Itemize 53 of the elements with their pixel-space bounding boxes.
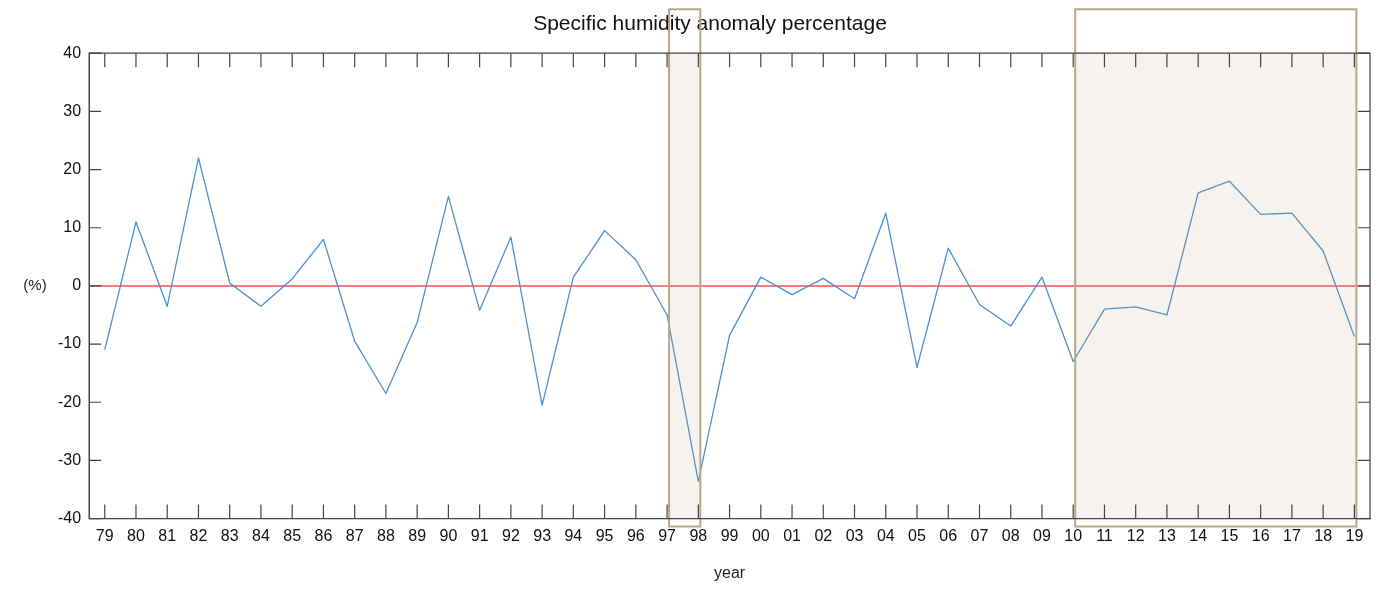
- x-tick-label: 08: [1001, 526, 1020, 544]
- x-tick-label: 06: [939, 526, 958, 544]
- x-tick-label: 94: [564, 526, 583, 544]
- x-tick-label: 19: [1345, 526, 1364, 544]
- x-tick-label: 98: [689, 526, 708, 544]
- x-tick-label: 09: [1033, 526, 1051, 544]
- y-tick-label: 20: [63, 159, 82, 177]
- x-tick-label: 07: [970, 526, 989, 544]
- x-tick-label: 85: [283, 526, 302, 544]
- x-tick-label: 16: [1251, 526, 1270, 544]
- x-tick-label: 91: [470, 526, 489, 544]
- x-tick-label: 90: [439, 526, 458, 544]
- x-tick-label: 17: [1283, 526, 1301, 544]
- x-tick-label: 96: [626, 526, 645, 544]
- x-tick-label: 89: [408, 526, 427, 544]
- y-tick-label: -20: [58, 392, 82, 410]
- x-tick-label: 95: [595, 526, 614, 544]
- y-tick-label: -40: [58, 509, 82, 527]
- y-tick-label: -30: [58, 450, 82, 468]
- x-axis-title: year: [714, 563, 746, 581]
- x-tick-label: 05: [908, 526, 927, 544]
- y-tick-label: 30: [63, 101, 82, 119]
- x-tick-label: 80: [127, 526, 145, 544]
- x-tick-label: 15: [1220, 526, 1239, 544]
- x-tick-label: 82: [189, 526, 208, 544]
- x-tick-label: 83: [220, 526, 239, 544]
- x-tick-label: 13: [1158, 526, 1176, 544]
- x-tick-label: 12: [1126, 526, 1145, 544]
- x-tick-label: 11: [1096, 526, 1113, 544]
- y-axis-title: (%): [23, 276, 47, 294]
- x-tick-label: 01: [783, 526, 802, 544]
- x-tick-label: 92: [501, 526, 520, 544]
- x-tick-label: 79: [95, 526, 114, 544]
- chart-title: Specific humidity anomaly percentage: [533, 11, 887, 35]
- y-tick-label: 0: [72, 276, 82, 294]
- x-tick-label: 18: [1314, 526, 1333, 544]
- x-tick-label: 97: [658, 526, 677, 544]
- y-tick-label: 10: [63, 218, 82, 236]
- x-tick-label: 86: [314, 526, 333, 544]
- x-tick-label: 99: [720, 526, 739, 544]
- x-tick-label: 10: [1064, 526, 1083, 544]
- x-tick-label: 03: [845, 526, 864, 544]
- x-tick-label: 02: [814, 526, 833, 544]
- x-tick-label: 87: [345, 526, 364, 544]
- x-tick-label: 81: [158, 526, 177, 544]
- x-tick-label: 00: [751, 526, 770, 544]
- x-tick-label: 88: [377, 526, 395, 544]
- x-tick-label: 04: [876, 526, 895, 544]
- x-tick-label: 14: [1189, 526, 1208, 544]
- x-tick-label: 84: [252, 526, 270, 544]
- x-tick-label: 93: [533, 526, 552, 544]
- y-tick-label: -10: [58, 334, 82, 352]
- y-tick-label: 40: [63, 43, 82, 61]
